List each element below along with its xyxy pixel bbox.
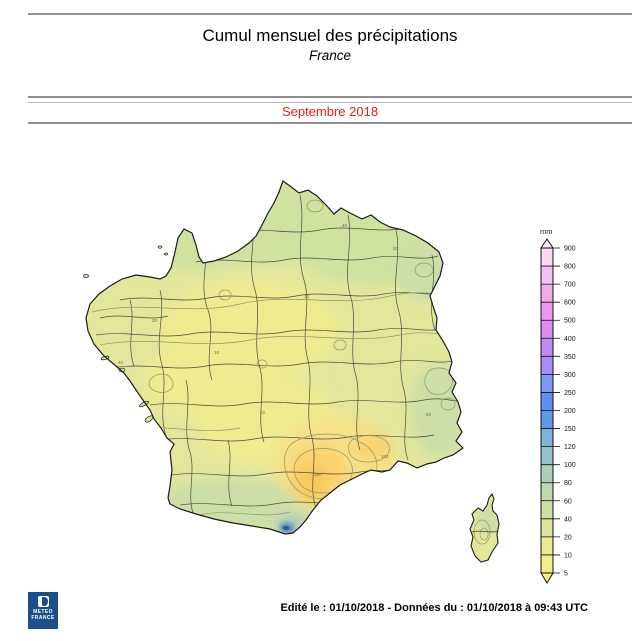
legend-tick-label: 10 (564, 552, 572, 559)
legend-tick-label: 100 (564, 462, 576, 469)
period-label: Septembre 2018 (281, 104, 379, 119)
legend-segment (541, 518, 553, 538)
france-outline (85, 180, 464, 535)
page-title: Cumul mensuel des précipitations (202, 26, 458, 45)
legend-tick-label: 350 (564, 354, 576, 361)
svg-text:60: 60 (426, 412, 432, 417)
legend-segment (541, 536, 553, 556)
legend-segment (541, 338, 553, 357)
period-band: Septembre 2018 (28, 102, 632, 124)
legend-tick-label: 700 (564, 282, 576, 289)
meteo-france-logo: METEO FRANCE (28, 592, 58, 629)
svg-text:40: 40 (118, 360, 124, 365)
svg-text:40: 40 (342, 223, 348, 228)
svg-text:10: 10 (304, 294, 310, 299)
legend-segment (541, 500, 553, 520)
legend-tick-label: 120 (564, 444, 576, 451)
svg-text:10: 10 (214, 350, 220, 355)
france-fill-layer: 40 10 20 40 10 100 150 60 20 10 (86, 181, 463, 534)
legend-tick-label: 400 (564, 336, 576, 343)
meteo-france-symbol-icon (37, 596, 49, 607)
legend-segment (541, 320, 553, 339)
legend-segment (541, 248, 553, 267)
department-borders (95, 194, 463, 517)
svg-text:20: 20 (152, 318, 158, 323)
legend-segment (541, 266, 553, 285)
contour-labels: 40 10 20 40 10 100 150 60 20 10 (118, 223, 432, 477)
rain-maximum-spot (282, 525, 290, 531)
legend-segment (541, 302, 553, 321)
legend-tick-label: 150 (564, 426, 576, 433)
legend-unit-label: mm (540, 227, 553, 236)
legend-segment (541, 356, 553, 375)
svg-text:20: 20 (393, 246, 399, 251)
title-box: Cumul mensuel des précipitations France (28, 13, 632, 98)
legend-tick-label: 80 (564, 480, 572, 487)
legend-tick-label: 500 (564, 318, 576, 325)
svg-text:150: 150 (314, 472, 322, 477)
legend-tick-label: 20 (564, 534, 572, 541)
page-subtitle: France (308, 48, 352, 63)
legend-tick-label: 600 (564, 300, 576, 307)
legend-tick-label: 60 (564, 498, 572, 505)
legend-segment (541, 554, 553, 574)
legend-segment (541, 428, 553, 448)
legend-top-arrow (540, 238, 554, 249)
legend-tick-label: 250 (564, 390, 576, 397)
edition-timestamp: Edité le : 01/10/2018 - Données du : 01/… (280, 602, 588, 614)
legend-segment (541, 374, 553, 393)
svg-text:10: 10 (260, 410, 266, 415)
legend-tick-label: 5 (564, 571, 568, 578)
legend-segment (541, 446, 553, 466)
legend-tick-label: 800 (564, 264, 576, 271)
legend-tick-label: 900 (564, 246, 576, 253)
legend-segment (541, 464, 553, 484)
legend-tick-label: 200 (564, 408, 576, 415)
legend-bottom-arrow (540, 572, 554, 584)
corsica-outline (469, 492, 500, 563)
precip-legend: mm 900 800 700 600 500 400 350 300 250 200 150 120 10… (540, 227, 576, 584)
legend-tick-label: 40 (564, 516, 572, 523)
legend-segment (541, 284, 553, 303)
logo-text-line1: METEO (33, 609, 53, 615)
logo-text-line2: FRANCE (31, 615, 55, 621)
legend-segment (541, 482, 553, 502)
svg-text:100: 100 (381, 454, 389, 459)
legend-segment (541, 392, 553, 411)
legend-tick-label: 300 (564, 372, 576, 379)
legend-segment (541, 410, 553, 429)
